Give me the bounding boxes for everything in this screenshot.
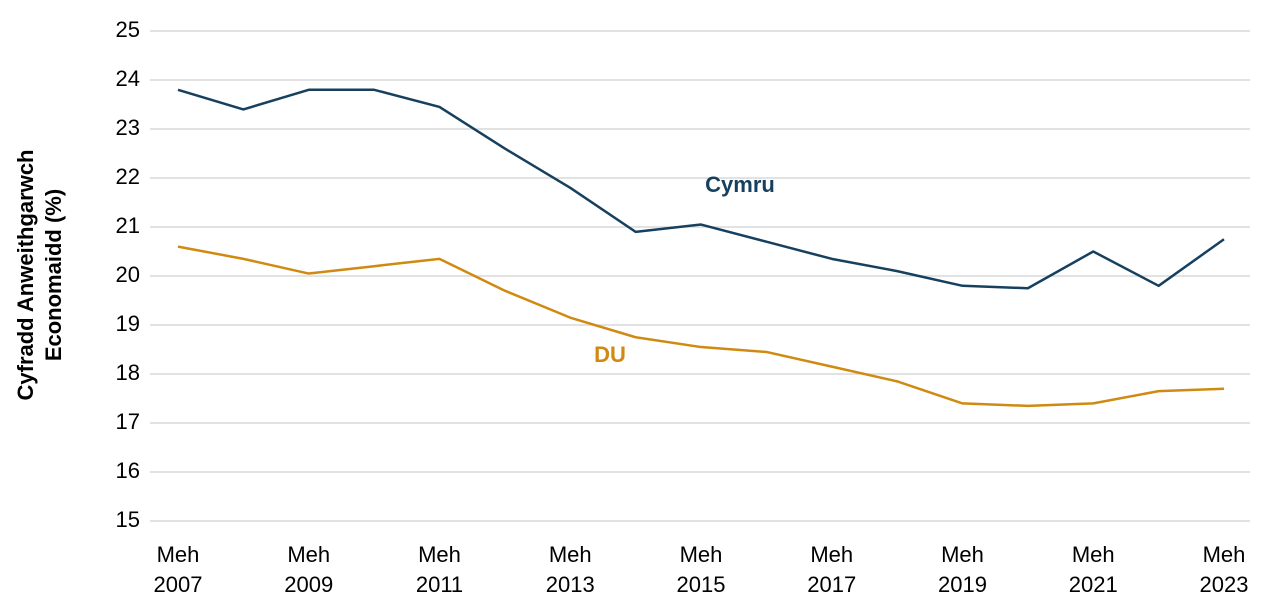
x-tick-label: Meh 2021 (1068, 542, 1118, 597)
x-tick-label: Meh 2009 (284, 542, 334, 597)
series-label: DU (594, 342, 626, 367)
y-tick-label: 19 (116, 311, 140, 336)
y-tick-label: 18 (116, 360, 140, 385)
x-tick-label: Meh 2015 (676, 542, 726, 597)
y-tick-label: 22 (116, 164, 140, 189)
y-tick-label: 25 (116, 17, 140, 42)
y-tick-label: 15 (116, 507, 140, 532)
y-tick-label: 16 (116, 458, 140, 483)
line-series (177, 88, 1225, 290)
y-axis-title: Cyfradd Anweithgarwch Economaidd (%) (13, 149, 66, 401)
line-series (177, 245, 1225, 408)
y-tick-label: 24 (116, 66, 140, 91)
y-tick-label: 20 (116, 262, 140, 287)
x-tick-label: Meh 2013 (545, 542, 595, 597)
x-tick-label: Meh 2007 (153, 542, 203, 597)
x-tick-label: Meh 2011 (415, 542, 464, 597)
x-tick-label: Meh 2017 (807, 542, 857, 597)
series-label: Cymru (705, 172, 775, 197)
x-tick-label: Meh 2023 (1199, 542, 1249, 597)
y-tick-label: 17 (116, 409, 140, 434)
y-tick-label: 23 (116, 115, 140, 140)
x-tick-label: Meh 2019 (938, 542, 987, 597)
y-tick-label: 21 (116, 213, 140, 238)
